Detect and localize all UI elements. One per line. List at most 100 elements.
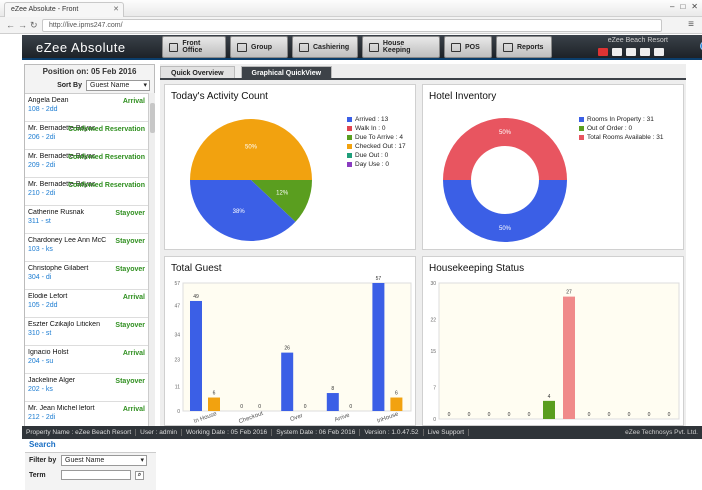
main-content: Quick Overview Graphical QuickView Today… — [160, 64, 686, 426]
power-icon[interactable] — [654, 48, 664, 56]
nav-pos[interactable]: POS — [444, 36, 492, 58]
browser-tab[interactable]: eZee Absolute - Front ✕ — [4, 2, 124, 17]
youtube-icon[interactable] — [598, 48, 608, 56]
guest-room: 206 - 2di — [28, 134, 56, 141]
back-icon[interactable]: ← — [6, 20, 15, 30]
browser-titlebar: eZee Absolute - Front ✕ – □ ✕ — [0, 0, 702, 17]
pie-slice — [190, 180, 296, 241]
view-icon[interactable] — [640, 48, 650, 56]
nav-reports[interactable]: Reports — [496, 36, 552, 58]
donut-label: 50% — [499, 130, 512, 136]
close-tab-icon[interactable]: ✕ — [113, 6, 119, 13]
status-user: User : admin — [136, 429, 182, 436]
legend-item: Out of Order : 0 — [579, 124, 663, 133]
guest-list-item[interactable]: Eszter Czikajlo Liticken 310 - st Stayover — [25, 318, 148, 346]
nav-group[interactable]: Group — [230, 36, 288, 58]
legend-label: Rooms In Property : 31 — [587, 116, 654, 123]
guest-list-item[interactable]: Chardoney Lee Ann McC 103 - ks Stayover — [25, 234, 148, 262]
guest-status: Stayover — [115, 210, 145, 217]
guest-status: Stayover — [115, 266, 145, 273]
guest-list-item[interactable]: Elodie Lefort 105 - 2dd Arrival — [25, 290, 148, 318]
search-icon[interactable]: ⌕ — [135, 470, 144, 480]
inventory-legend: Rooms In Property : 31 Out of Order : 0 To… — [579, 115, 663, 142]
legend-swatch — [347, 135, 352, 140]
nav-cashiering[interactable]: Cashiering — [292, 36, 358, 58]
status-property: Property Name : eZee Beach Resort — [22, 429, 137, 436]
status-system-date: System Date : 06 Feb 2016 — [272, 429, 361, 436]
car-icon[interactable] — [626, 48, 636, 56]
maximize-icon[interactable]: □ — [680, 2, 686, 11]
guest-name: Mr. Bernadette Boyac — [28, 125, 96, 132]
bar-value-label: 6 — [213, 391, 216, 397]
y-tick-label: 22 — [430, 317, 436, 323]
guest-list-item[interactable]: Mr. Bernadette Boyac 209 - 2di Confirmed R… — [25, 150, 148, 178]
y-tick-label: 23 — [174, 357, 180, 363]
nav-front-office[interactable]: Front Office — [162, 36, 226, 58]
bar-value-label: 0 — [240, 404, 243, 410]
guest-list-item[interactable]: Mr. Bernadette Boyac 206 - 2di Confirmed R… — [25, 122, 148, 150]
guest-name: Chardoney Lee Ann McC — [28, 237, 106, 244]
reload-icon[interactable]: ↻ — [30, 20, 38, 30]
guest-list-item[interactable]: Jackeline Alger 202 - ks Stayover — [25, 374, 148, 402]
activity-legend: Arrived : 13 Walk In : 0 Due To Arrive : 4… — [347, 115, 406, 169]
bar-value-label: 0 — [648, 412, 651, 418]
guest-list-item[interactable]: Mr. Bernadette Boyac 210 - 2di Confirmed R… — [25, 178, 148, 206]
forward-icon[interactable]: → — [18, 20, 27, 30]
legend-item: Walk In : 0 — [347, 124, 406, 133]
scroll-thumb[interactable] — [150, 103, 155, 133]
menu-icon[interactable]: ≡ — [688, 19, 694, 30]
housekeeping-bar-chart: 0 7 15 22 30 0 0 0 0 0 4 27 0 0 0 0 0 — [430, 281, 680, 423]
guest-list-item[interactable]: Angela Dean 108 - 2dd Arrival — [25, 94, 148, 122]
position-date: Position on: 05 Feb 2016 — [42, 67, 137, 76]
filter-select[interactable]: Guest Name — [61, 455, 147, 466]
window-controls: – □ ✕ — [670, 2, 698, 11]
bar-value-label: 6 — [395, 391, 398, 397]
bar-value-label: 0 — [588, 412, 591, 418]
close-window-icon[interactable]: ✕ — [691, 2, 698, 11]
guest-sidebar: Position on: 05 Feb 2016 Sort By Guest N… — [24, 64, 156, 490]
y-tick-label: 0 — [433, 417, 436, 423]
term-label: Term — [29, 471, 46, 479]
guest-list: Angela Dean 108 - 2dd Arrival Mr. Bernadett… — [25, 93, 148, 436]
housekeeping-title: Housekeeping Status — [429, 263, 525, 274]
sort-select[interactable]: Guest Name — [86, 79, 150, 91]
inventory-donut-chart: 50% 50% — [443, 118, 567, 242]
house-keeping-icon — [369, 42, 379, 52]
donut-hole — [471, 146, 539, 214]
bar-value-label: 4 — [548, 394, 551, 400]
legend-label: Checked Out : 17 — [355, 143, 406, 150]
status-working-date: Working Date : 05 Feb 2016 — [182, 429, 273, 436]
nav-house-keeping[interactable]: House Keeping — [362, 36, 440, 58]
legend-item: Day Use : 0 — [347, 160, 406, 169]
guest-room: 204 - su — [28, 358, 54, 365]
sort-row: Sort By Guest Name — [25, 78, 154, 92]
donut-label: 50% — [499, 226, 512, 232]
guest-list-scrollbar[interactable] — [148, 93, 155, 436]
guest-list-item[interactable]: Ignacio Holst 204 - su Arrival — [25, 346, 148, 374]
legend-swatch — [579, 135, 584, 140]
bar-value-label: 0 — [508, 412, 511, 418]
legend-label: Day Use : 0 — [355, 161, 389, 168]
legend-item: Checked Out : 17 — [347, 142, 406, 151]
bar-value-label: 27 — [566, 290, 572, 296]
pos-icon — [451, 42, 461, 52]
legend-label: Due To Arrive : 4 — [355, 134, 403, 141]
bar — [372, 283, 385, 411]
legend-item: Due To Arrive : 4 — [347, 133, 406, 142]
url-input[interactable]: http://live.ipms247.com/ — [42, 19, 662, 32]
y-tick-label: 11 — [175, 384, 180, 390]
front-office-icon — [169, 42, 179, 52]
live-support-link[interactable]: Live Support — [424, 429, 470, 436]
guest-status: Stayover — [115, 238, 145, 245]
minimize-icon[interactable]: – — [670, 2, 675, 11]
legend-label: Walk In : 0 — [355, 125, 386, 132]
guest-room: 212 - 2di — [28, 414, 56, 421]
y-tick-label: 0 — [177, 409, 180, 415]
inventory-title: Hotel Inventory — [429, 91, 497, 102]
guest-list-item[interactable]: Christophe Gilabert 304 - di Stayover — [25, 262, 148, 290]
bar-value-label: 49 — [193, 294, 199, 300]
legend-swatch — [579, 126, 584, 131]
keyboard-icon[interactable] — [612, 48, 622, 56]
guest-list-item[interactable]: Catherine Rusnak 311 - st Stayover — [25, 206, 148, 234]
term-input[interactable] — [61, 470, 131, 480]
